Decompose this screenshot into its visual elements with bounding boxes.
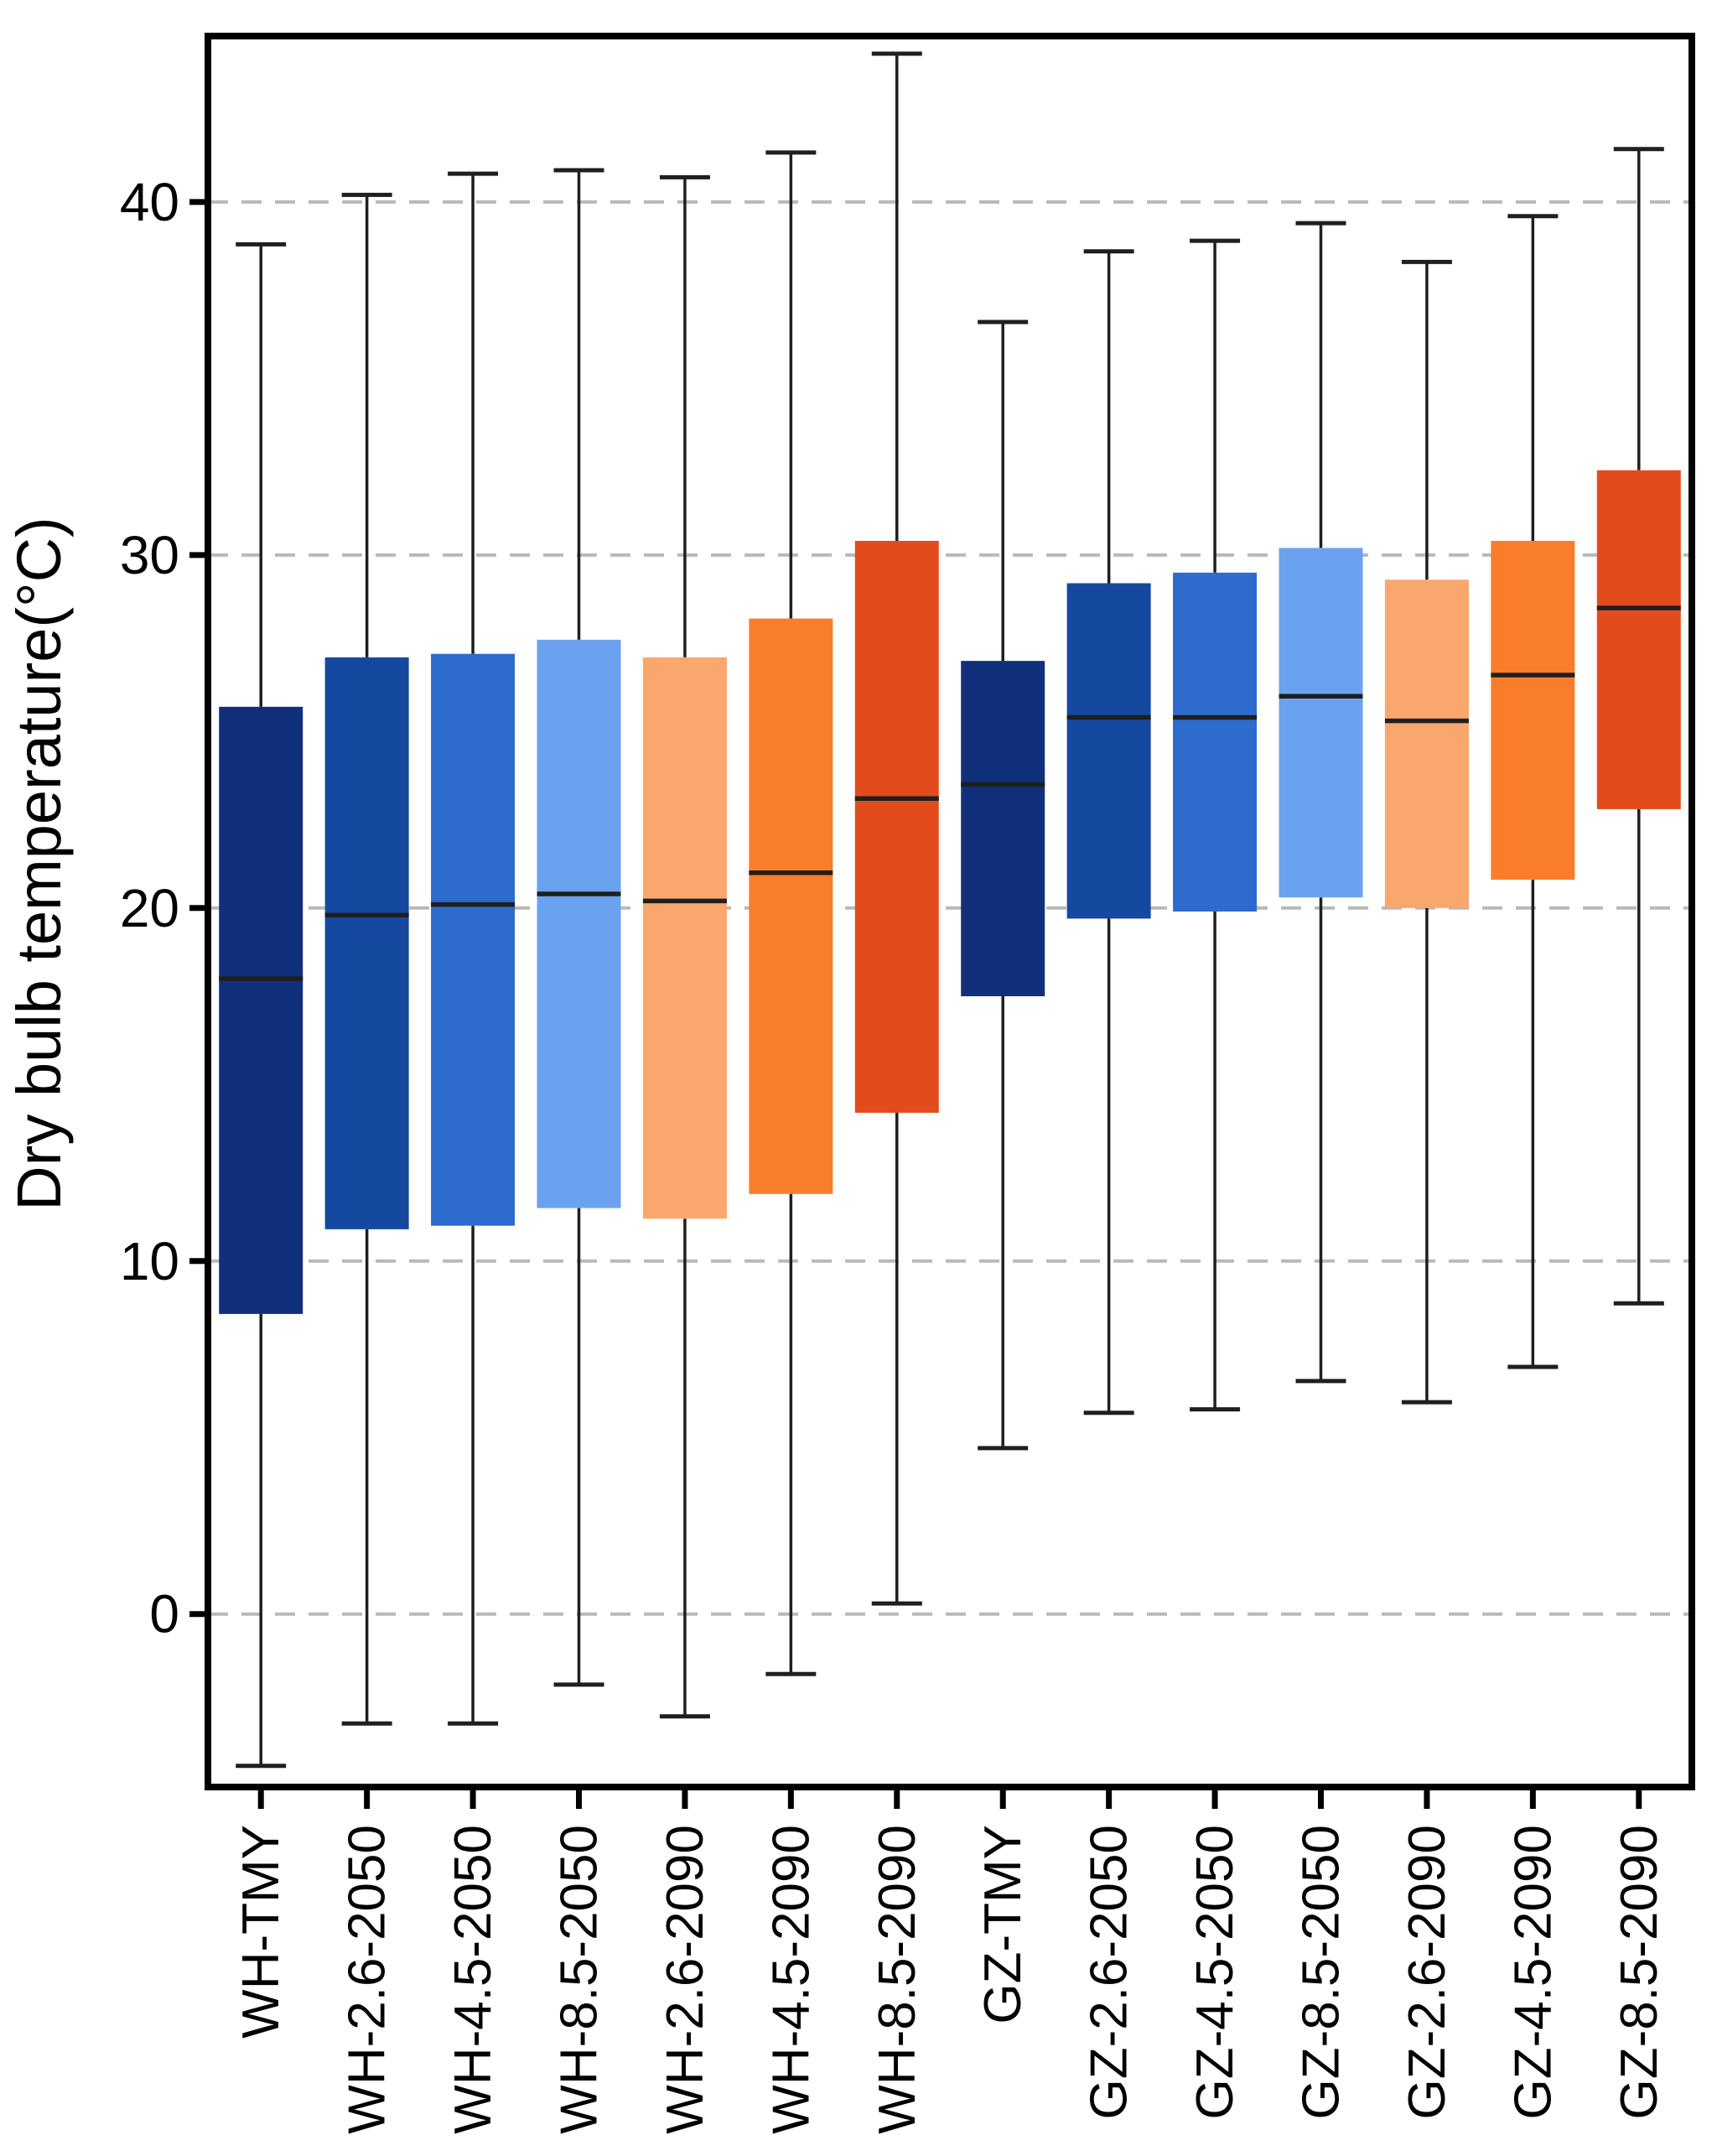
iqr-box-GZ-4.5-2090: [1491, 540, 1575, 881]
iqr-box-WH-8.5-2090: [854, 540, 939, 1113]
x-tick-label-WH-8.5-2090: WH-8.5-2090: [869, 1825, 926, 2134]
y-tick-label-40: 40: [120, 172, 179, 232]
iqr-box-WH-2.6-2050: [324, 657, 409, 1229]
x-tick-label-GZ-4.5-2050: GZ-4.5-2050: [1186, 1825, 1244, 2120]
box-group-GZ-8.5-2090: [1596, 147, 1681, 1306]
iqr-box-GZ-4.5-2050: [1173, 572, 1258, 912]
iqr-box-GZ-8.5-2090: [1596, 470, 1681, 809]
box-group-WH-4.5-2090: [749, 150, 833, 1676]
box-group-GZ-4.5-2090: [1491, 214, 1575, 1369]
y-axis-title: Dry bulb temperature(°C): [4, 517, 74, 1210]
x-tick-label-WH-4.5-2050: WH-4.5-2050: [444, 1825, 502, 2134]
box-group-WH-2.6-2090: [642, 174, 727, 1719]
x-tick-label-GZ-8.5-2090: GZ-8.5-2090: [1611, 1825, 1668, 2120]
box-group-GZ-TMY: [961, 320, 1045, 1451]
box-group-WH-TMY: [219, 242, 303, 1769]
box-group-WH-8.5-2090: [854, 51, 939, 1606]
iqr-box-WH-4.5-2050: [431, 653, 516, 1226]
box-group-GZ-2.6-2090: [1384, 259, 1469, 1405]
x-tick-label-WH-2.6-2050: WH-2.6-2050: [339, 1825, 397, 2134]
x-tick-label-WH-2.6-2090: WH-2.6-2090: [656, 1825, 714, 2134]
x-tick-label-WH-4.5-2090: WH-4.5-2090: [762, 1825, 820, 2134]
iqr-box-GZ-TMY: [961, 661, 1045, 997]
x-tick-label-GZ-8.5-2050: GZ-8.5-2050: [1293, 1825, 1351, 2120]
y-tick-label-0: 0: [149, 1584, 179, 1644]
x-tick-label-WH-TMY: WH-TMY: [232, 1825, 290, 2039]
y-tick-label-30: 30: [120, 525, 179, 585]
iqr-box-GZ-2.6-2090: [1384, 579, 1469, 908]
plot-frame: [205, 33, 1695, 1790]
x-tick-label-GZ-2.6-2050: GZ-2.6-2050: [1081, 1825, 1139, 2120]
gridline-layer: [208, 200, 1692, 1616]
axis-layer: [189, 33, 1695, 1809]
box-group-WH-4.5-2050: [431, 171, 516, 1726]
y-tick-label-20: 20: [120, 878, 179, 938]
box-group-GZ-2.6-2050: [1066, 249, 1151, 1416]
x-tick-label-GZ-4.5-2090: GZ-4.5-2090: [1504, 1825, 1562, 2120]
box-group-WH-2.6-2050: [324, 192, 409, 1726]
tick-label-layer: 0 10 20 30 40 WH-TMY WH-2.6-2050 WH-4.5-2050 WH-…: [120, 172, 1668, 2134]
box-group-GZ-4.5-2050: [1173, 238, 1258, 1412]
iqr-box-WH-4.5-2090: [749, 618, 833, 1194]
iqr-box-GZ-2.6-2050: [1066, 583, 1151, 919]
x-tick-label-GZ-TMY: GZ-TMY: [974, 1825, 1032, 2024]
box-group-GZ-8.5-2050: [1279, 221, 1363, 1384]
iqr-box-WH-TMY: [219, 706, 303, 1314]
x-tick-label-WH-8.5-2050: WH-8.5-2050: [551, 1825, 609, 2134]
iqr-box-WH-2.6-2090: [642, 657, 727, 1219]
iqr-box-GZ-8.5-2050: [1279, 548, 1363, 898]
iqr-box-WH-8.5-2050: [537, 639, 621, 1208]
y-tick-label-10: 10: [120, 1231, 179, 1291]
x-tick-label-GZ-2.6-2090: GZ-2.6-2090: [1398, 1825, 1456, 2120]
box-layer: [219, 51, 1681, 1769]
box-group-WH-8.5-2050: [537, 168, 621, 1687]
